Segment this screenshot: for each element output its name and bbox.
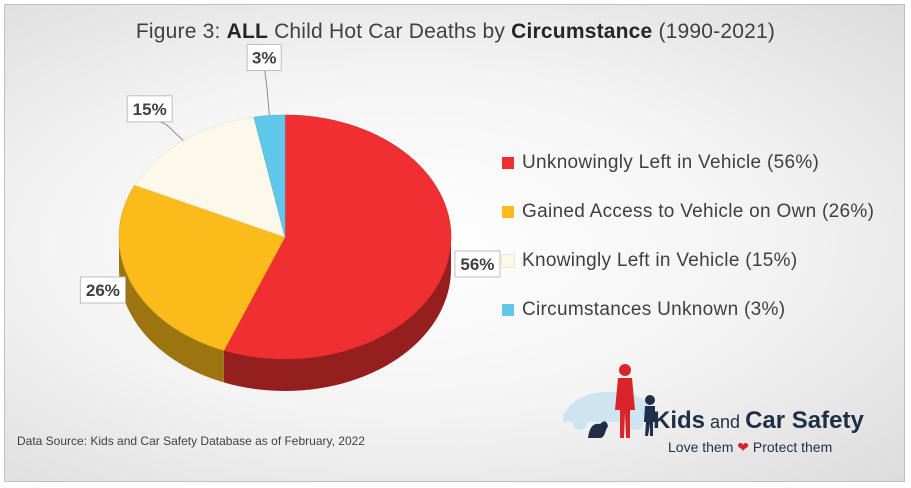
data-label-text: 26% [86, 281, 120, 300]
data-label-box [79, 276, 126, 304]
data-source-note: Data Source: Kids and Car Safety Databas… [17, 434, 365, 448]
data-label-text: 15% [133, 100, 167, 119]
data-label-box [126, 95, 173, 123]
logo-wordmark: Kids and Car Safety [653, 407, 864, 434]
data-label-text: 3% [252, 49, 277, 68]
pie-slice-knowingly-left-in-vehicle [134, 116, 286, 238]
legend-swatch [501, 254, 515, 268]
pie-slice-circumstances-unknown [253, 114, 286, 238]
logo-figures-icon [563, 364, 656, 438]
legend-label: Circumstances Unknown (3%) [522, 299, 786, 320]
kids-and-car-safety-logo: Kids and Car Safety Love them ❤ Protect … [558, 360, 878, 460]
data-label-knowingly-left-in-vehicle: 15% [126, 95, 184, 141]
data-label-gained-access-to-vehicle-on-own: 26% [79, 276, 126, 304]
legend-label: Knowingly Left in Vehicle (15%) [522, 250, 798, 271]
legend-label: Unknowingly Left in Vehicle (56%) [522, 152, 820, 173]
data-label-text: 56% [460, 255, 494, 274]
legend-swatch [502, 304, 514, 316]
legend-item-knowingly-left-in-vehicle: Knowingly Left in Vehicle (15%) [501, 246, 798, 276]
legend-label: Gained Access to Vehicle on Own (26%) [522, 201, 875, 222]
pie-slice-gained-access-to-vehicle-on-own [118, 184, 286, 351]
chart-title: Figure 3: ALL Child Hot Car Deaths by Ci… [135, 20, 776, 43]
legend-swatch [502, 157, 514, 169]
data-label-unknowingly-left-in-vehicle: 56% [454, 250, 501, 278]
data-label-box [454, 250, 501, 278]
data-label-circumstances-unknown: 3% [246, 44, 282, 116]
pie-slice-unknowingly-left-in-vehicle [223, 114, 452, 360]
heart-icon: ❤ [737, 439, 749, 455]
leader-line [263, 65, 270, 116]
pie-side-unknowingly-left-in-vehicle [223, 237, 451, 391]
legend-item-gained-access-to-vehicle-on-own: Gained Access to Vehicle on Own (26%) [502, 197, 874, 227]
legend-swatch [502, 206, 514, 218]
legend-item-circumstances-unknown: Circumstances Unknown (3%) [502, 295, 785, 325]
legend-item-unknowingly-left-in-vehicle: Unknowingly Left in Vehicle (56%) [502, 148, 819, 178]
logo-tagline: Love them ❤ Protect them [668, 439, 833, 455]
data-label-box [246, 44, 282, 71]
pie-side-gained-access-to-vehicle-on-own [119, 237, 224, 383]
